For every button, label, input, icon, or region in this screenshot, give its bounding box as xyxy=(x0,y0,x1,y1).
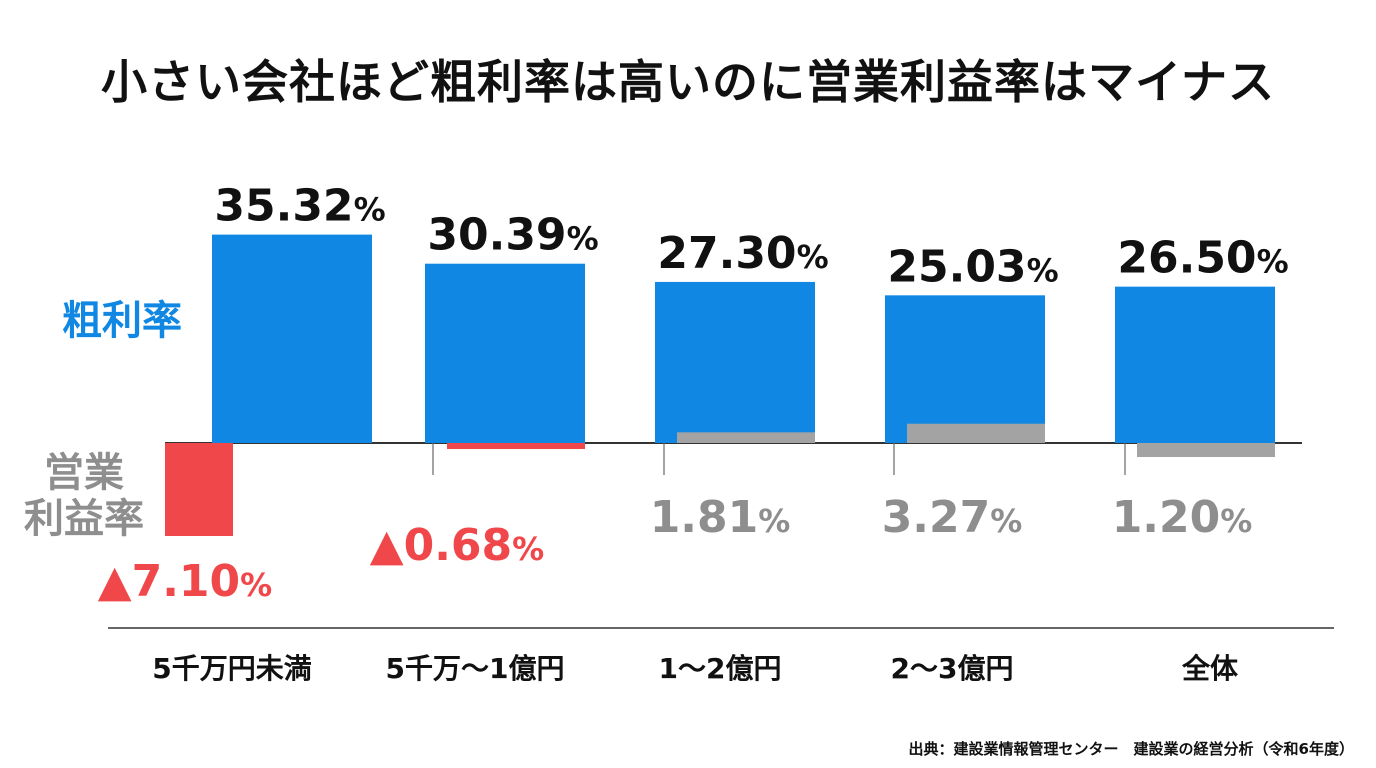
operating-margin-value-label: 1.20% xyxy=(1112,492,1253,543)
operating-margin-bar xyxy=(165,443,233,537)
gross-margin-bar xyxy=(425,263,585,443)
source-note: 出典：建設業情報管理センター 建設業の経営分析（令和6年度） xyxy=(908,740,1354,758)
series-label-operating-margin: 営業 利益率 xyxy=(24,450,144,542)
chart-title: 小さい会社ほど粗利率は高いのに営業利益率はマイナス xyxy=(100,55,1276,109)
gross-margin-value-label: 27.30% xyxy=(657,228,828,279)
gross-margin-value-label: 35.32% xyxy=(214,181,385,232)
category-label: 全体 xyxy=(1181,652,1239,685)
gross-margin-bar xyxy=(885,295,1045,443)
series-label-gross-margin: 粗利率 xyxy=(62,298,182,344)
gross-margin-value-label: 25.03% xyxy=(887,241,1058,292)
category-label: 5千万円未満 xyxy=(152,652,311,685)
category-label: 1～2億円 xyxy=(659,652,782,685)
operating-margin-value-label: ▲7.10% xyxy=(98,556,272,607)
operating-margin-bar xyxy=(907,423,1045,443)
operating-margin-value-label: ▲0.68% xyxy=(370,520,544,571)
category-label: 2～3億円 xyxy=(891,652,1014,685)
operating-margin-bar xyxy=(677,432,815,443)
category-label: 5千万～1億円 xyxy=(386,652,565,685)
gross-margin-value-label: 26.50% xyxy=(1117,233,1288,284)
gross-margin-bar xyxy=(655,281,815,443)
gross-margin-bar xyxy=(1115,286,1275,443)
operating-margin-bar xyxy=(1137,443,1275,457)
operating-margin-bar xyxy=(447,443,585,450)
gross-margin-value-label: 30.39% xyxy=(427,210,598,261)
gross-margin-bar xyxy=(212,234,372,443)
operating-margin-value-label: 1.81% xyxy=(650,492,791,543)
operating-margin-value-label: 3.27% xyxy=(882,492,1023,543)
